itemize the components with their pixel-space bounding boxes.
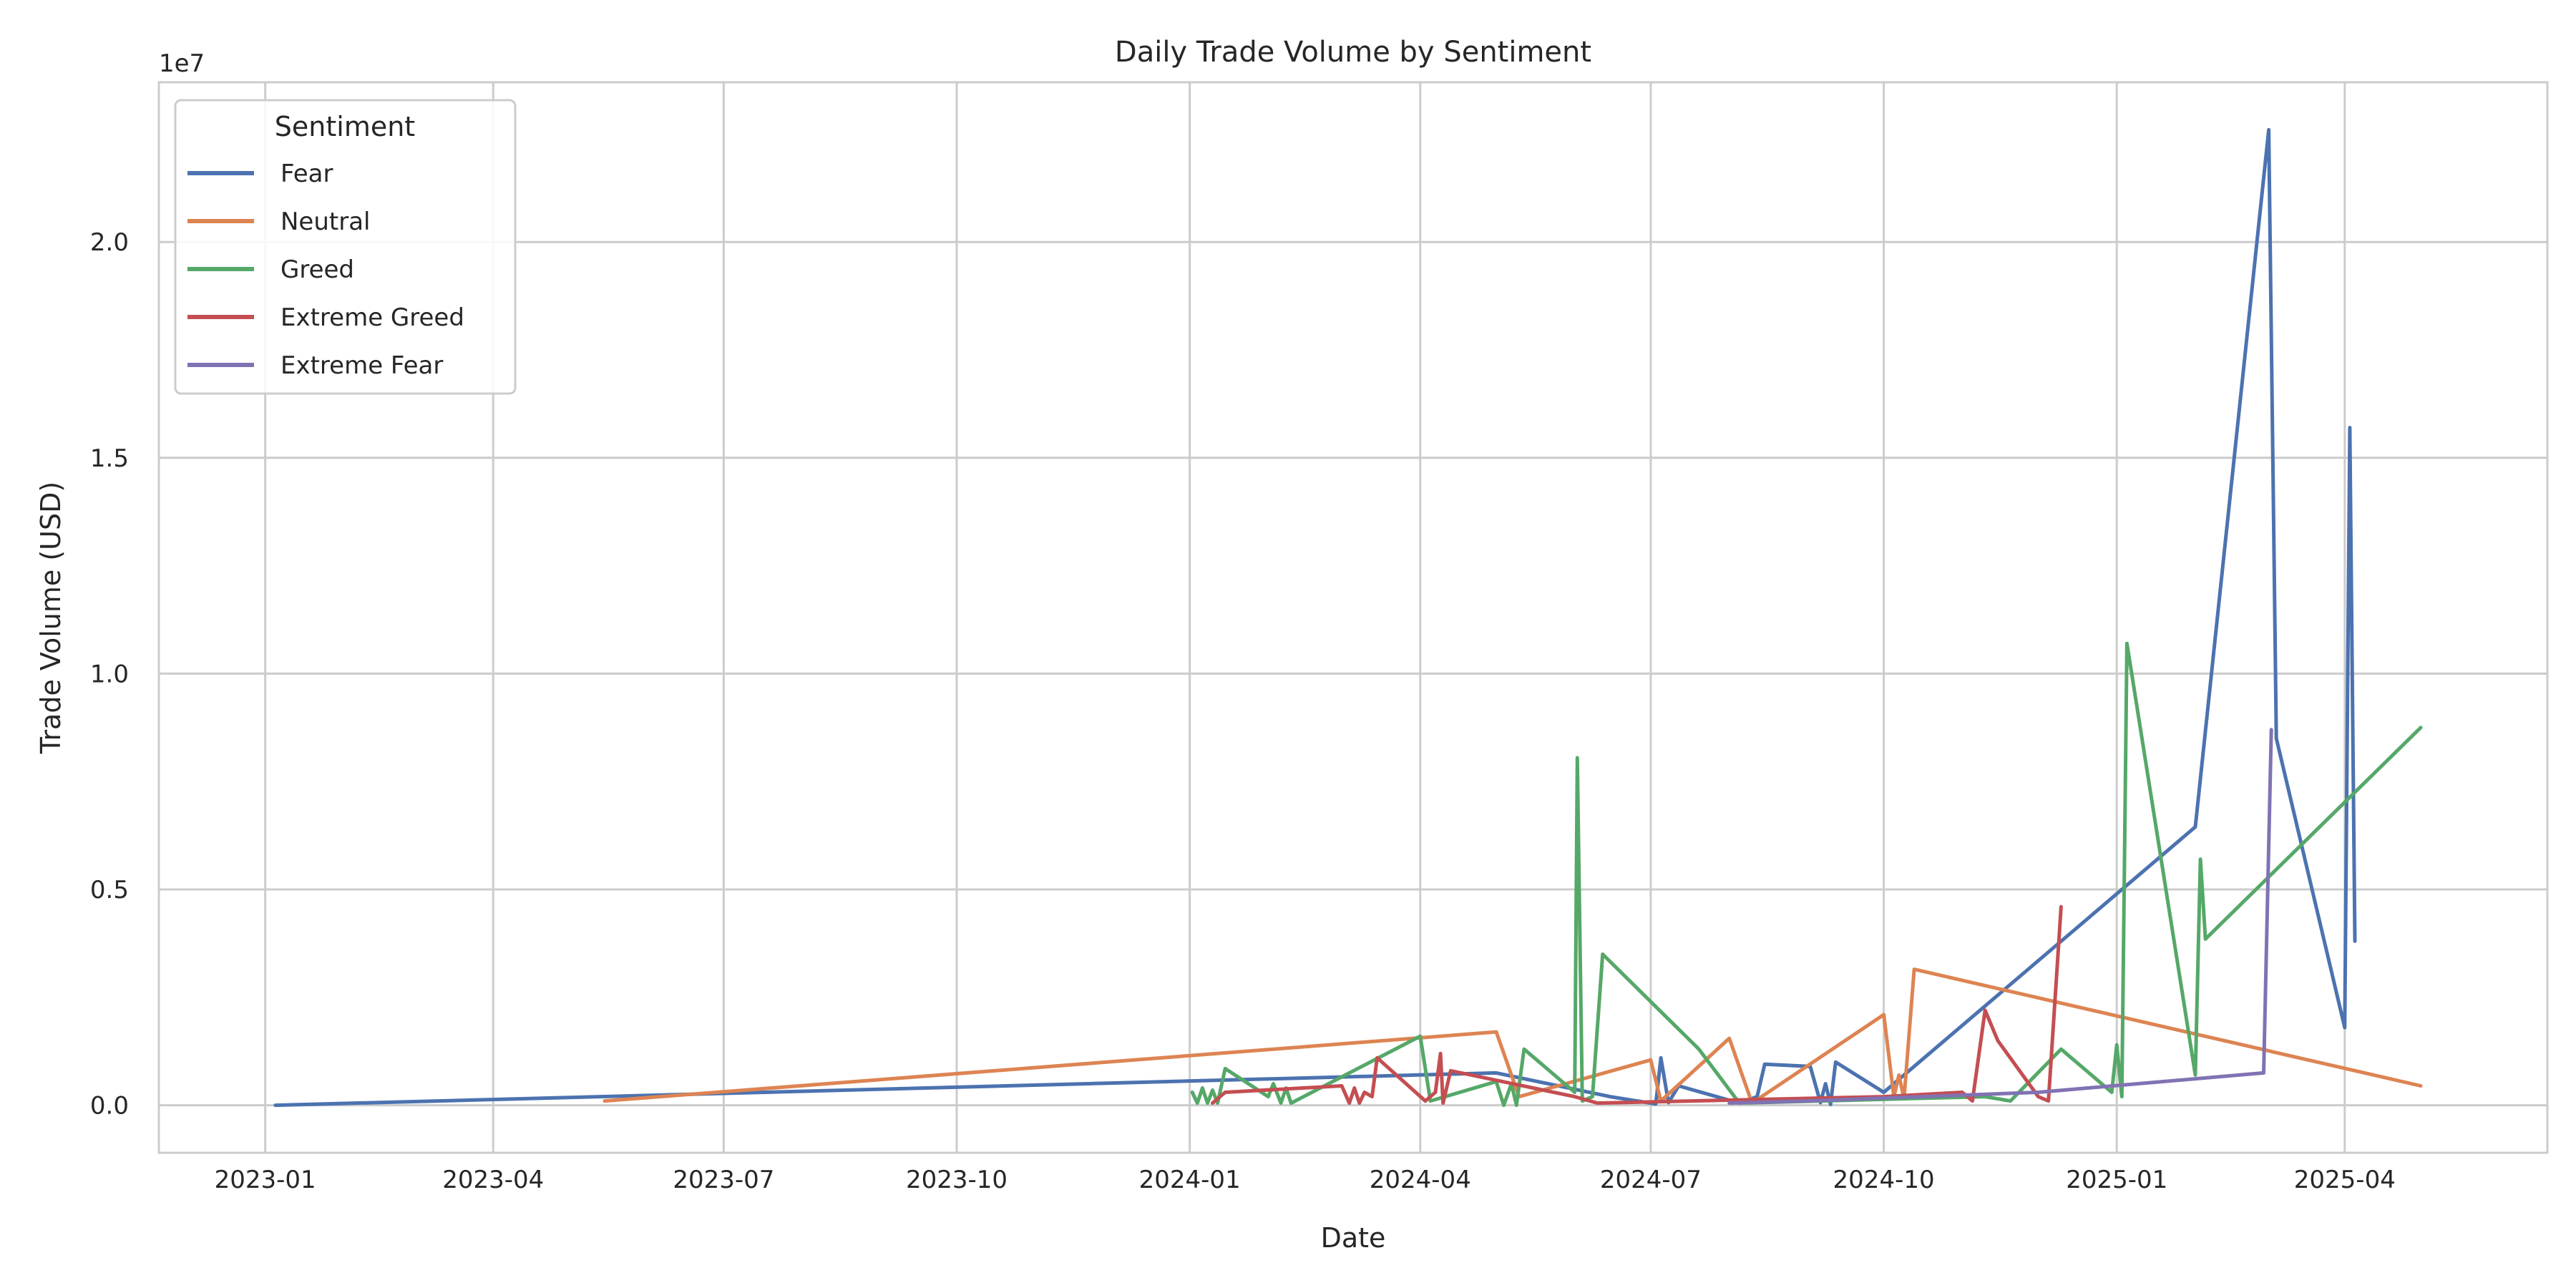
series-line-fear — [273, 127, 2357, 1108]
y-axis-title: Trade Volume (USD) — [35, 482, 67, 754]
legend-label-extreme-greed: Extreme Greed — [280, 303, 464, 332]
y-tick-label: 0.0 — [90, 1092, 129, 1121]
x-tick-label: 2023-04 — [442, 1166, 544, 1194]
x-tick-label: 2024-04 — [1370, 1166, 1471, 1194]
y-offset-label: 1e7 — [159, 49, 205, 78]
x-tick-label: 2024-07 — [1600, 1166, 1702, 1194]
series-layer — [273, 127, 2423, 1108]
y-tick-label: 2.0 — [90, 228, 129, 257]
x-axis-title: Date — [1321, 1222, 1386, 1254]
legend-label-fear: Fear — [280, 160, 333, 188]
series-line-extreme-fear — [1727, 728, 2273, 1106]
x-tick-labels: 2023-01 2023-04 2023-07 2023-10 2024-01 2024-… — [215, 1166, 2396, 1194]
x-tick-label: 2023-01 — [215, 1166, 316, 1194]
y-tick-label: 1.5 — [90, 444, 129, 473]
series-line-greed — [1190, 641, 2423, 1108]
x-tick-label: 2025-04 — [2294, 1166, 2396, 1194]
chart-title: Daily Trade Volume by Sentiment — [1115, 36, 1591, 69]
legend: Sentiment Fear Neutral Greed Extreme Greed E… — [174, 99, 517, 395]
x-tick-label: 2023-07 — [673, 1166, 774, 1194]
x-tick-label: 2024-01 — [1139, 1166, 1241, 1194]
plot-frame — [157, 81, 2549, 1154]
x-tick-label: 2024-10 — [1833, 1166, 1935, 1194]
series-line-extreme-greed — [1211, 904, 2063, 1106]
y-tick-label: 1.0 — [90, 660, 129, 688]
legend-title: Sentiment — [275, 111, 415, 142]
legend-label-neutral: Neutral — [280, 208, 371, 236]
legend-label-extreme-fear: Extreme Fear — [280, 351, 443, 380]
legend-box — [174, 99, 517, 395]
legend-items: Fear Neutral Greed Extreme Greed Extreme Fea… — [187, 160, 464, 380]
y-tick-label: 0.5 — [90, 876, 129, 904]
y-tick-labels: 0.0 0.5 1.0 1.5 2.0 — [90, 228, 129, 1120]
legend-label-greed: Greed — [280, 255, 354, 284]
x-tick-label: 2023-10 — [906, 1166, 1008, 1194]
x-tick-label: 2025-01 — [2066, 1166, 2167, 1194]
